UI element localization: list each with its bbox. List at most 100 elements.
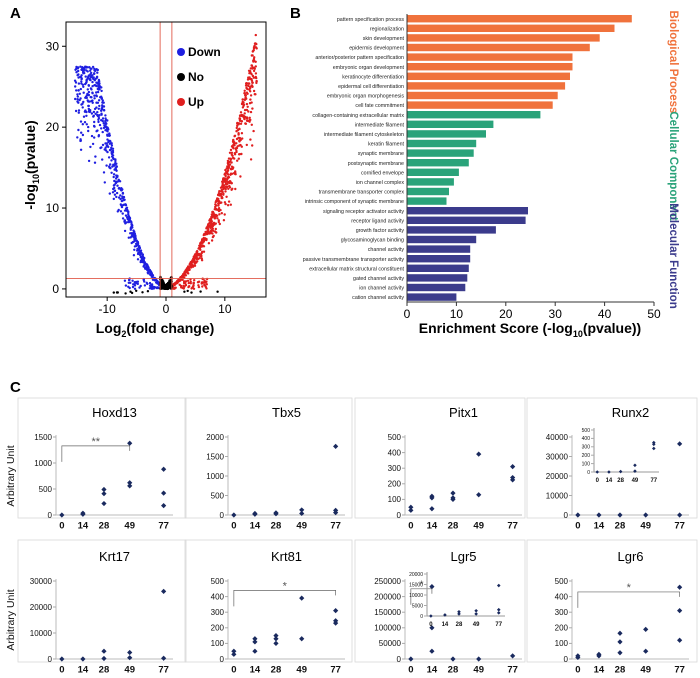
volcano-point-down bbox=[90, 99, 93, 103]
volcano-point-down bbox=[81, 106, 84, 109]
volcano-point-down bbox=[110, 171, 113, 174]
volcano-point-no bbox=[186, 289, 189, 293]
volcano-point-no bbox=[163, 285, 166, 288]
expr-point bbox=[80, 656, 86, 662]
group-label-molecular-function: Molecular Function bbox=[667, 203, 679, 308]
expr-point bbox=[677, 512, 683, 518]
expr-panel-frame bbox=[17, 397, 187, 519]
expr-xtick-label: 77 bbox=[330, 665, 341, 676]
volcano-ylabel-pre: -log bbox=[22, 184, 38, 210]
expr-point bbox=[80, 510, 86, 516]
expr-xtick-label: 0 bbox=[575, 521, 580, 532]
expr-ytick-label: 100 bbox=[555, 639, 569, 648]
volcano-point-up bbox=[214, 227, 217, 231]
expr-point bbox=[299, 636, 305, 642]
volcano-point-up bbox=[240, 152, 243, 156]
volcano-point-down bbox=[124, 222, 127, 225]
expr-xtick-label: 28 bbox=[615, 521, 626, 532]
volcano-point-up bbox=[210, 216, 213, 219]
volcano-point-down bbox=[80, 77, 83, 80]
volcano-point-down bbox=[155, 279, 158, 283]
expr-point bbox=[457, 612, 461, 616]
volcano-point-down bbox=[91, 74, 94, 77]
volcano-point-down bbox=[74, 97, 77, 101]
volcano-point-down bbox=[119, 197, 122, 201]
volcano-point-up bbox=[249, 138, 252, 141]
volcano-point-down bbox=[101, 119, 105, 123]
expr-point bbox=[231, 648, 237, 654]
enrichment-xtick-label: 20 bbox=[499, 307, 513, 321]
volcano-point-up bbox=[212, 211, 215, 215]
volcano-point-up bbox=[216, 217, 219, 220]
volcano-point-down bbox=[130, 223, 133, 226]
volcano-point-up bbox=[239, 111, 243, 114]
expr-xtick-label: 28 bbox=[448, 665, 459, 676]
volcano-point-down bbox=[74, 109, 78, 113]
enrichment-bar bbox=[407, 24, 615, 32]
expr-ytick-label: 400 bbox=[555, 592, 569, 601]
volcano-point-down bbox=[92, 110, 96, 114]
volcano-point-up bbox=[200, 259, 204, 262]
expr-xtick-label: 0 bbox=[596, 478, 600, 484]
volcano-point-up bbox=[226, 176, 230, 179]
volcano-frame bbox=[65, 21, 267, 298]
volcano-point-up bbox=[240, 145, 243, 148]
expr-gene-title: Hoxd13 bbox=[92, 405, 137, 420]
volcano-point-down bbox=[128, 219, 131, 222]
volcano-point-down bbox=[127, 236, 130, 239]
volcano-point-down bbox=[100, 97, 103, 101]
enrichment-xlabel-sub: 10 bbox=[573, 329, 583, 339]
volcano-point-down bbox=[90, 134, 94, 138]
expr-xtick-label: 28 bbox=[99, 665, 110, 676]
expr-xtick-label: 0 bbox=[59, 521, 64, 532]
volcano-point-down bbox=[87, 129, 90, 133]
expr-ytick-label: 150000 bbox=[374, 608, 401, 617]
expr-xtick-label: 14 bbox=[594, 665, 605, 676]
volcano-point-up bbox=[253, 56, 256, 59]
enrichment-category-label: ion channel activity bbox=[359, 286, 404, 292]
volcano-point-down bbox=[136, 247, 139, 251]
volcano-point-down bbox=[104, 118, 108, 122]
volcano-point-up bbox=[184, 270, 187, 273]
expr-point bbox=[510, 474, 516, 481]
volcano-point-up bbox=[245, 91, 249, 94]
volcano-point-down bbox=[127, 220, 130, 224]
volcano-point-down bbox=[82, 115, 86, 118]
volcano-point-down bbox=[147, 272, 150, 275]
volcano-point-down bbox=[100, 95, 103, 98]
volcano-xlabel-sub: 2 bbox=[121, 329, 126, 339]
volcano-point-up bbox=[240, 113, 243, 117]
volcano-point-up bbox=[248, 102, 252, 105]
volcano-point-down bbox=[91, 85, 94, 88]
expr-point bbox=[652, 446, 656, 451]
volcano-point-up bbox=[247, 110, 250, 113]
expr-point bbox=[643, 626, 649, 632]
volcano-point-down bbox=[101, 130, 104, 134]
legend-marker-down bbox=[177, 48, 185, 56]
volcano-point-up bbox=[219, 190, 223, 193]
volcano-point-up bbox=[245, 108, 249, 112]
volcano-point-down bbox=[136, 258, 140, 261]
expr-xtick-label: 28 bbox=[271, 521, 282, 532]
expr-ytick-label: 0 bbox=[220, 655, 225, 664]
volcano-point-up bbox=[197, 280, 201, 283]
volcano-point-up bbox=[224, 185, 228, 188]
expr-point bbox=[633, 463, 637, 468]
volcano-point-down bbox=[139, 253, 142, 257]
volcano-point-down bbox=[77, 76, 80, 79]
expr-ytick-label: 500 bbox=[555, 577, 569, 586]
expr-xtick-label: 77 bbox=[158, 521, 169, 532]
volcano-point-down bbox=[117, 187, 121, 190]
expr-point bbox=[457, 610, 461, 614]
expr-point bbox=[652, 440, 656, 445]
volcano-point-down bbox=[133, 245, 137, 248]
expr-ytick-label: 500 bbox=[39, 485, 53, 494]
volcano-point-up bbox=[248, 120, 251, 123]
volcano-point-down bbox=[93, 125, 96, 128]
volcano-point-up bbox=[226, 159, 230, 163]
volcano-point-down bbox=[91, 92, 94, 95]
volcano-point-up bbox=[237, 133, 240, 136]
volcano-point-up bbox=[216, 214, 219, 217]
volcano-point-up bbox=[244, 94, 247, 97]
